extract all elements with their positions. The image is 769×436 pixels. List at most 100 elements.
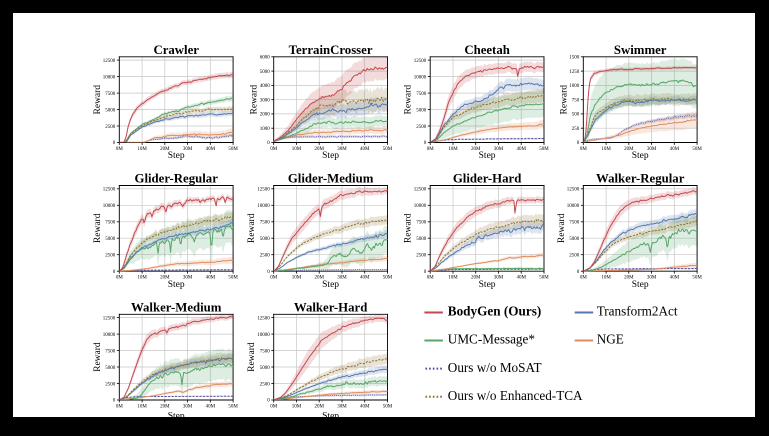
- svg-text:10M: 10M: [292, 147, 302, 152]
- svg-text:7500: 7500: [260, 349, 271, 354]
- svg-text:10000: 10000: [103, 204, 116, 209]
- svg-text:30M: 30M: [494, 147, 504, 152]
- svg-text:12500: 12500: [103, 316, 116, 321]
- svg-text:Step: Step: [168, 412, 185, 422]
- svg-text:30M: 30M: [183, 276, 193, 281]
- svg-text:0M: 0M: [270, 405, 278, 410]
- svg-text:2500: 2500: [416, 125, 427, 130]
- svg-text:Reward: Reward: [559, 85, 569, 115]
- svg-text:5000: 5000: [416, 237, 427, 242]
- svg-text:0M: 0M: [116, 405, 124, 410]
- svg-text:2500: 2500: [105, 254, 116, 259]
- svg-text:50M: 50M: [539, 276, 549, 281]
- svg-text:Step: Step: [168, 151, 185, 161]
- svg-text:50M: 50M: [383, 405, 393, 410]
- svg-text:1500: 1500: [569, 56, 580, 61]
- svg-text:10000: 10000: [567, 204, 580, 209]
- svg-text:BodyGen (Ours): BodyGen (Ours): [448, 304, 541, 319]
- svg-text:5000: 5000: [416, 108, 427, 113]
- svg-text:0: 0: [113, 399, 116, 404]
- svg-text:Step: Step: [479, 280, 496, 290]
- svg-text:Glider-Medium: Glider-Medium: [288, 172, 374, 186]
- svg-text:0M: 0M: [116, 147, 124, 152]
- svg-text:12500: 12500: [257, 188, 270, 193]
- svg-text:Ours w/o MoSAT: Ours w/o MoSAT: [448, 360, 542, 375]
- svg-text:40M: 40M: [206, 405, 216, 410]
- svg-text:30M: 30M: [647, 147, 657, 152]
- svg-text:20M: 20M: [314, 276, 324, 281]
- svg-text:20M: 20M: [624, 147, 634, 152]
- svg-text:10M: 10M: [137, 147, 147, 152]
- svg-text:30M: 30M: [337, 276, 347, 281]
- svg-text:12500: 12500: [414, 188, 427, 193]
- svg-text:30M: 30M: [337, 405, 347, 410]
- svg-text:Ours w/o Enhanced-TCA: Ours w/o Enhanced-TCA: [448, 388, 583, 403]
- svg-text:10000: 10000: [103, 333, 116, 338]
- svg-text:0: 0: [113, 141, 116, 146]
- svg-text:2500: 2500: [569, 254, 580, 259]
- svg-text:10M: 10M: [137, 405, 147, 410]
- svg-text:40M: 40M: [360, 147, 370, 152]
- svg-text:30M: 30M: [647, 276, 657, 281]
- svg-text:0M: 0M: [116, 276, 124, 281]
- svg-text:2500: 2500: [260, 254, 271, 259]
- svg-text:2000: 2000: [260, 113, 271, 118]
- svg-text:Crawler: Crawler: [153, 43, 199, 57]
- svg-text:1000: 1000: [260, 127, 271, 132]
- svg-text:40M: 40M: [516, 147, 526, 152]
- svg-text:7500: 7500: [105, 349, 116, 354]
- svg-text:Glider-Hard: Glider-Hard: [453, 172, 521, 186]
- svg-text:0: 0: [424, 270, 427, 275]
- svg-text:1250: 1250: [569, 70, 580, 75]
- svg-text:5000: 5000: [260, 366, 271, 371]
- svg-text:0: 0: [424, 141, 427, 146]
- svg-text:Step: Step: [322, 151, 339, 161]
- svg-text:10000: 10000: [414, 204, 427, 209]
- svg-text:7500: 7500: [105, 221, 116, 226]
- svg-text:TerrainCrosser: TerrainCrosser: [289, 43, 373, 57]
- svg-text:2500: 2500: [260, 382, 271, 387]
- svg-text:5000: 5000: [260, 70, 271, 75]
- svg-text:12500: 12500: [103, 188, 116, 193]
- svg-text:Reward: Reward: [404, 213, 414, 243]
- svg-text:Reward: Reward: [247, 213, 257, 243]
- svg-text:50M: 50M: [228, 147, 238, 152]
- svg-text:12500: 12500: [257, 316, 270, 321]
- svg-text:500: 500: [572, 113, 580, 118]
- svg-text:40M: 40M: [360, 405, 370, 410]
- svg-text:7500: 7500: [569, 221, 580, 226]
- svg-text:50M: 50M: [383, 276, 393, 281]
- svg-text:5000: 5000: [105, 108, 116, 113]
- svg-text:0M: 0M: [580, 276, 588, 281]
- svg-text:50M: 50M: [228, 276, 238, 281]
- svg-text:40M: 40M: [360, 276, 370, 281]
- svg-text:50M: 50M: [228, 405, 238, 410]
- svg-text:0: 0: [267, 270, 270, 275]
- svg-text:0: 0: [267, 399, 270, 404]
- svg-text:5000: 5000: [260, 237, 271, 242]
- svg-text:750: 750: [572, 98, 580, 103]
- svg-text:2500: 2500: [105, 125, 116, 130]
- svg-text:5000: 5000: [105, 366, 116, 371]
- svg-text:1000: 1000: [569, 84, 580, 89]
- svg-text:0: 0: [267, 141, 270, 146]
- svg-text:40M: 40M: [670, 276, 680, 281]
- svg-text:10M: 10M: [292, 405, 302, 410]
- svg-text:50M: 50M: [692, 147, 702, 152]
- svg-text:40M: 40M: [516, 276, 526, 281]
- svg-text:12500: 12500: [414, 59, 427, 64]
- svg-text:50M: 50M: [692, 276, 702, 281]
- svg-text:Reward: Reward: [250, 85, 260, 115]
- svg-text:7500: 7500: [416, 92, 427, 97]
- svg-text:10M: 10M: [601, 276, 611, 281]
- svg-text:7500: 7500: [416, 221, 427, 226]
- svg-text:20M: 20M: [160, 147, 170, 152]
- svg-text:50M: 50M: [383, 147, 393, 152]
- svg-text:10000: 10000: [257, 333, 270, 338]
- svg-text:Step: Step: [322, 280, 339, 290]
- svg-text:10M: 10M: [448, 276, 458, 281]
- svg-text:Step: Step: [632, 151, 649, 161]
- svg-text:12500: 12500: [567, 188, 580, 193]
- svg-text:50M: 50M: [539, 147, 549, 152]
- svg-text:Transform2Act: Transform2Act: [597, 304, 678, 319]
